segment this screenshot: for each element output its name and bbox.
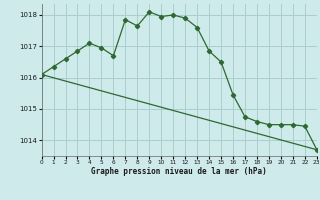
X-axis label: Graphe pression niveau de la mer (hPa): Graphe pression niveau de la mer (hPa) — [91, 167, 267, 176]
